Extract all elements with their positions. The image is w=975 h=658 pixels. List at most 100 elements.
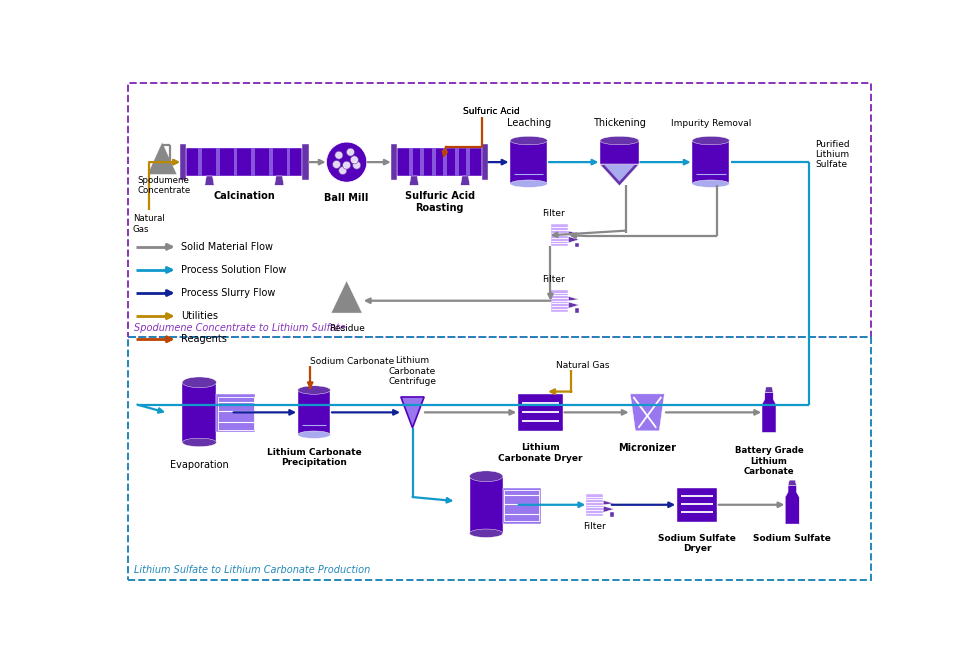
Polygon shape bbox=[234, 148, 238, 176]
Polygon shape bbox=[216, 394, 255, 432]
Text: Sodium Sulfate
Dryer: Sodium Sulfate Dryer bbox=[658, 534, 736, 553]
Text: Filter: Filter bbox=[542, 209, 565, 218]
Polygon shape bbox=[252, 148, 255, 176]
Circle shape bbox=[342, 161, 351, 169]
Polygon shape bbox=[420, 148, 424, 176]
Text: Evaporation: Evaporation bbox=[170, 460, 229, 470]
Text: Filter: Filter bbox=[542, 275, 565, 284]
Ellipse shape bbox=[182, 438, 216, 447]
Polygon shape bbox=[764, 387, 773, 392]
Polygon shape bbox=[297, 390, 331, 435]
Text: Spodumene Concentrate to Lithium Sulfate: Spodumene Concentrate to Lithium Sulfate bbox=[134, 322, 345, 333]
Text: Calcination: Calcination bbox=[214, 191, 275, 201]
Polygon shape bbox=[401, 397, 424, 428]
Polygon shape bbox=[518, 394, 563, 431]
Polygon shape bbox=[600, 141, 639, 164]
Ellipse shape bbox=[470, 529, 503, 538]
Text: Natural Gas: Natural Gas bbox=[556, 361, 609, 370]
Ellipse shape bbox=[297, 431, 331, 438]
Polygon shape bbox=[186, 148, 302, 176]
Polygon shape bbox=[568, 231, 579, 236]
Polygon shape bbox=[466, 148, 470, 176]
Polygon shape bbox=[630, 394, 664, 431]
Ellipse shape bbox=[692, 180, 729, 188]
Ellipse shape bbox=[692, 136, 729, 145]
Polygon shape bbox=[332, 281, 362, 313]
Text: Ball Mill: Ball Mill bbox=[325, 193, 369, 203]
Circle shape bbox=[327, 142, 367, 182]
Text: Process Slurry Flow: Process Slurry Flow bbox=[180, 288, 275, 298]
Text: Utilities: Utilities bbox=[180, 311, 217, 321]
Polygon shape bbox=[269, 148, 273, 176]
Circle shape bbox=[353, 161, 361, 169]
Polygon shape bbox=[788, 480, 797, 486]
Text: Filter: Filter bbox=[583, 522, 606, 531]
Text: Sodium Carbonate: Sodium Carbonate bbox=[310, 357, 395, 366]
Polygon shape bbox=[180, 144, 186, 180]
Ellipse shape bbox=[470, 471, 503, 482]
Polygon shape bbox=[215, 148, 219, 176]
Polygon shape bbox=[397, 148, 483, 176]
Circle shape bbox=[334, 151, 343, 159]
Polygon shape bbox=[575, 308, 579, 313]
Polygon shape bbox=[287, 148, 291, 176]
Polygon shape bbox=[410, 148, 412, 176]
Circle shape bbox=[338, 166, 347, 174]
Text: Lithium
Carbonate Dryer: Lithium Carbonate Dryer bbox=[498, 443, 583, 463]
Text: Process Solution Flow: Process Solution Flow bbox=[180, 265, 286, 275]
Polygon shape bbox=[600, 164, 639, 186]
Text: Sulfuric Acid: Sulfuric Acid bbox=[463, 107, 520, 116]
Text: Leaching: Leaching bbox=[507, 118, 551, 128]
Text: Impurity Removal: Impurity Removal bbox=[671, 119, 751, 128]
Polygon shape bbox=[575, 243, 579, 247]
Text: Solid Material Flow: Solid Material Flow bbox=[180, 242, 273, 252]
Polygon shape bbox=[410, 176, 418, 185]
Polygon shape bbox=[551, 224, 568, 246]
Text: Sodium Sulfate: Sodium Sulfate bbox=[754, 534, 831, 543]
Polygon shape bbox=[275, 176, 284, 185]
Polygon shape bbox=[604, 506, 614, 513]
Polygon shape bbox=[568, 237, 579, 243]
Polygon shape bbox=[503, 488, 540, 524]
Polygon shape bbox=[470, 476, 503, 533]
Circle shape bbox=[346, 148, 355, 156]
Polygon shape bbox=[568, 296, 579, 301]
Polygon shape bbox=[198, 148, 202, 176]
Polygon shape bbox=[432, 148, 436, 176]
Polygon shape bbox=[182, 382, 216, 442]
Polygon shape bbox=[610, 513, 614, 517]
Ellipse shape bbox=[510, 136, 547, 145]
Polygon shape bbox=[604, 164, 635, 182]
Polygon shape bbox=[455, 148, 459, 176]
Ellipse shape bbox=[182, 377, 216, 388]
Text: Residue: Residue bbox=[329, 324, 365, 333]
Text: Lithium
Carbonate
Centrifuge: Lithium Carbonate Centrifuge bbox=[388, 357, 437, 386]
Ellipse shape bbox=[297, 386, 331, 394]
Text: Micronizer: Micronizer bbox=[618, 443, 677, 453]
Polygon shape bbox=[302, 144, 309, 180]
Polygon shape bbox=[460, 176, 470, 185]
Polygon shape bbox=[692, 141, 729, 184]
Text: Lithium Sulfate to Lithium Carbonate Production: Lithium Sulfate to Lithium Carbonate Pro… bbox=[134, 565, 370, 575]
Text: Battery Grade
Lithium
Carbonate: Battery Grade Lithium Carbonate bbox=[734, 446, 803, 476]
Polygon shape bbox=[147, 142, 176, 174]
Ellipse shape bbox=[510, 180, 547, 188]
Polygon shape bbox=[762, 392, 776, 432]
Polygon shape bbox=[205, 176, 214, 185]
Polygon shape bbox=[568, 302, 579, 308]
Polygon shape bbox=[483, 144, 488, 180]
Text: Sulfuric Acid
Roasting: Sulfuric Acid Roasting bbox=[405, 191, 475, 213]
Text: Natural
Gas: Natural Gas bbox=[133, 215, 165, 234]
Polygon shape bbox=[551, 290, 568, 311]
Text: Spodumene
Concentrate: Spodumene Concentrate bbox=[137, 176, 191, 195]
Polygon shape bbox=[510, 141, 547, 184]
Polygon shape bbox=[444, 148, 448, 176]
Polygon shape bbox=[785, 486, 799, 524]
Text: Thickening: Thickening bbox=[593, 118, 645, 128]
Ellipse shape bbox=[600, 136, 639, 145]
Circle shape bbox=[332, 161, 340, 168]
Polygon shape bbox=[586, 494, 604, 516]
Text: Purified
Lithium
Sulfate: Purified Lithium Sulfate bbox=[815, 139, 850, 169]
Circle shape bbox=[350, 156, 359, 164]
Text: Reagents: Reagents bbox=[180, 334, 226, 344]
